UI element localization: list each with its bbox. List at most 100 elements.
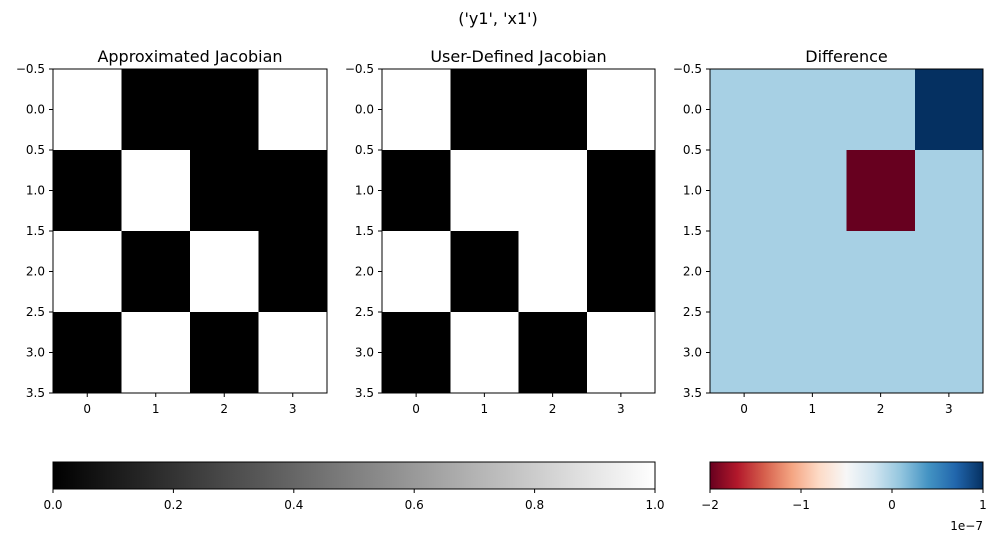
y-tick-label: 3.5: [355, 386, 374, 400]
panel-title: Difference: [805, 47, 887, 66]
plots-group: Approximated Jacobian 0 1 2 3 −0.5 0.0 0.5 1.0 1.…: [16, 47, 984, 416]
y-tick-label: 1.0: [26, 184, 45, 198]
colorbar-tick-label: −2: [701, 498, 719, 512]
y-tick-label: 0.5: [355, 143, 374, 157]
heatmap-cell: [450, 150, 519, 232]
y-tick-label: 3.0: [26, 346, 45, 360]
y-tick-label: 3.0: [355, 346, 374, 360]
heatmap-cell: [846, 312, 916, 394]
y-tick-label: 1.0: [355, 184, 374, 198]
y-tick-label: 2.5: [355, 305, 374, 319]
heatmap-panel-2: User-Defined Jacobian 0 1 2 3 −0.5 0.0 0.5 1.0 1.…: [345, 47, 656, 416]
heatmap-panel-3: Difference 0 1 2 3 −0.5 0.0 0.5 1.0 1.5 2.0 2.5 3.0 3…: [673, 47, 984, 416]
panel-title: User-Defined Jacobian: [430, 47, 606, 66]
x-tick-label: 2: [220, 402, 228, 416]
y-tick-label: 1.5: [26, 224, 45, 238]
colorbar-tick-label: −1: [792, 498, 810, 512]
heatmap-cell: [450, 69, 519, 151]
colorbar-tick-label: 0: [888, 498, 896, 512]
heatmap-cell: [518, 150, 588, 232]
heatmap-cell: [710, 69, 779, 151]
x-tick-label: 1: [152, 402, 160, 416]
heatmap-cell: [382, 231, 451, 313]
heatmap-cell: [450, 231, 519, 313]
y-tick-label: 3.0: [683, 346, 702, 360]
heatmap-cell: [53, 69, 122, 151]
heatmap-cell: [586, 231, 656, 313]
heatmap-cell: [586, 312, 656, 394]
colorbar-tick-label: 1.0: [645, 498, 664, 512]
heatmap-cell: [121, 231, 191, 313]
heatmap-cell: [846, 69, 916, 151]
heatmap-cell: [190, 231, 259, 313]
heatmap-cell: [846, 231, 916, 313]
heatmap-cell: [121, 69, 191, 151]
x-tick-label: 3: [289, 402, 297, 416]
x-tick-label: 2: [549, 402, 557, 416]
heatmap-cell: [53, 150, 122, 232]
y-tick-label: 0.5: [26, 143, 45, 157]
x-tick-label: 0: [740, 402, 748, 416]
x-tick-label: 3: [617, 402, 625, 416]
colorbar-offset-label: 1e−7: [950, 519, 983, 533]
y-tick-label: 3.5: [683, 386, 702, 400]
y-tick-label: 3.5: [26, 386, 45, 400]
colorbar-1: 0.0 0.2 0.4 0.6 0.8 1.0: [43, 461, 665, 512]
heatmap-cell: [190, 150, 259, 232]
y-tick-label: 2.5: [26, 305, 45, 319]
heatmap-cell: [518, 312, 588, 394]
heatmap-cell: [190, 312, 259, 394]
colorbar-tick-label: 0.0: [43, 498, 62, 512]
heatmap-cell: [586, 150, 656, 232]
figure-suptitle: ('y1', 'x1'): [458, 9, 538, 28]
heatmap-cell: [778, 150, 847, 232]
colorbar-2: −2 −1 0 1 1e−7: [701, 461, 987, 533]
y-tick-label: 2.0: [26, 265, 45, 279]
x-tick-label: 0: [412, 402, 420, 416]
heatmap-cell: [518, 231, 588, 313]
heatmap-cell: [382, 69, 451, 151]
y-tick-label: 0.5: [683, 143, 702, 157]
heatmap-cell: [586, 69, 656, 151]
heatmap-cell: [778, 231, 847, 313]
x-tick-label: 0: [83, 402, 91, 416]
heatmap-cell: [190, 69, 259, 151]
y-tick-label: 2.5: [683, 305, 702, 319]
x-tick-label: 2: [877, 402, 885, 416]
heatmap-cell: [450, 312, 519, 394]
colorbar-gradient: [52, 461, 656, 490]
heatmap-cell: [121, 312, 191, 394]
colorbar-tick-label: 0.6: [405, 498, 424, 512]
y-tick-label: 0.0: [26, 103, 45, 117]
heatmap-cell: [382, 312, 451, 394]
y-tick-label: −0.5: [673, 62, 702, 76]
y-tick-label: 2.0: [683, 265, 702, 279]
heatmap-cell: [258, 312, 328, 394]
heatmap-panel-1: Approximated Jacobian 0 1 2 3 −0.5 0.0 0.5 1.0 1.…: [16, 47, 328, 416]
heatmap-cell: [914, 69, 984, 151]
heatmap-cell: [121, 150, 191, 232]
heatmap-cell: [53, 231, 122, 313]
heatmap-cell: [710, 231, 779, 313]
x-tick-label: 1: [481, 402, 489, 416]
heatmap-cell: [778, 312, 847, 394]
y-tick-label: 0.0: [355, 103, 374, 117]
y-tick-label: 0.0: [683, 103, 702, 117]
x-tick-label: 1: [809, 402, 817, 416]
heatmap-cell: [710, 312, 779, 394]
colorbar-tick-label: 0.2: [164, 498, 183, 512]
y-tick-label: 1.5: [355, 224, 374, 238]
x-tick-label: 3: [945, 402, 953, 416]
y-tick-label: 1.5: [683, 224, 702, 238]
colorbar-tick-label: 0.4: [284, 498, 303, 512]
colorbars-group: 0.0 0.2 0.4 0.6 0.8 1.0 −2 −1 0 1 1e−7: [43, 461, 987, 533]
heatmap-cell: [258, 150, 328, 232]
heatmap-cell: [518, 69, 588, 151]
heatmap-cell: [914, 312, 984, 394]
heatmap-cell: [710, 150, 779, 232]
heatmap-cell: [914, 150, 984, 232]
heatmap-cell: [258, 69, 328, 151]
heatmap-cell: [258, 231, 328, 313]
y-tick-label: −0.5: [345, 62, 374, 76]
